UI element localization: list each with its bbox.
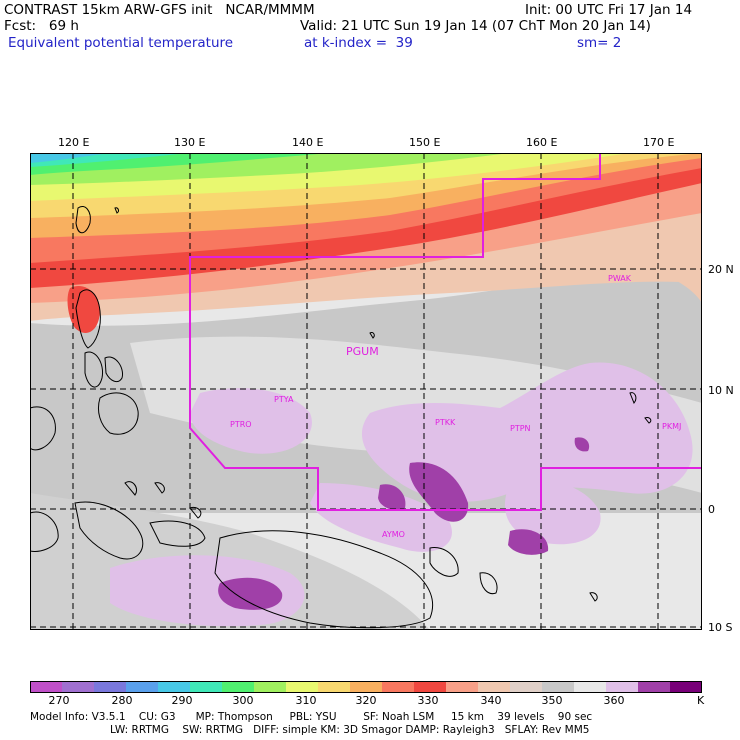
station-label: PGUM <box>346 345 379 358</box>
colorbar-tick-label: 330 <box>417 694 439 707</box>
colorbar-swatch <box>126 681 159 693</box>
colorbar-unit: K <box>697 694 705 707</box>
colorbar-swatch <box>670 681 702 693</box>
field-purple-central <box>361 362 693 502</box>
init-time: Init: 00 UTC Fri 17 Jan 14 <box>525 2 693 18</box>
field-purple-east <box>504 479 601 545</box>
colorbar-swatch <box>350 681 383 693</box>
lon-label-130: 130 E <box>174 136 206 149</box>
theta-e-map: PGUM PTYA PTRO PTKK PTPN PKMJ PWAK AYMO <box>30 153 702 630</box>
colorbar-tick-label: 310 <box>295 694 317 707</box>
colorbar-tick-label: 280 <box>111 694 133 707</box>
colorbar-frame <box>30 681 702 693</box>
station-label: AYMO <box>382 530 405 539</box>
colorbar-swatch <box>382 681 415 693</box>
station-label: PTKK <box>435 418 456 427</box>
colorbar-tick-label: 320 <box>355 694 377 707</box>
map-frame <box>30 153 702 630</box>
model-info-line2: LW: RRTMG SW: RRTMG DIFF: simple KM: 3D … <box>110 724 590 736</box>
lon-label-160: 160 E <box>526 136 558 149</box>
station-label: PTPN <box>510 424 531 433</box>
colorbar-swatch <box>414 681 447 693</box>
colorbar-swatch <box>190 681 223 693</box>
lat-label-20n: 20 N <box>708 263 734 276</box>
field-core-2 <box>378 484 406 510</box>
field-luzon-warm <box>67 285 100 333</box>
colorbar-tick-label: 300 <box>232 694 254 707</box>
colorbar-swatch <box>574 681 607 693</box>
field-core-4 <box>218 577 283 610</box>
level-index: at k-index = 39 <box>304 35 413 51</box>
colorbar-swatch <box>254 681 287 693</box>
field-purple-west <box>190 388 312 454</box>
station-label: PTYA <box>274 395 294 404</box>
forecast-hour: Fcst: 69 h <box>4 18 79 34</box>
lat-label-10s: 10 S <box>708 621 733 634</box>
lon-label-140: 140 E <box>292 136 324 149</box>
field-name: Equivalent potential temperature <box>8 35 234 51</box>
lat-label-10n: 10 N <box>708 384 734 397</box>
colorbar-swatch <box>606 681 639 693</box>
field-band-290 <box>30 153 110 163</box>
colorbar <box>30 681 702 693</box>
field-core-5 <box>574 437 590 452</box>
colorbar-swatch <box>222 681 255 693</box>
colorbar-swatch <box>94 681 127 693</box>
colorbar-tick-label: 360 <box>603 694 625 707</box>
smoothing-value: sm= 2 <box>577 35 622 51</box>
colorbar-swatch <box>542 681 575 693</box>
lon-label-170: 170 E <box>643 136 675 149</box>
coastlines <box>30 206 652 629</box>
station-label: PKMJ <box>662 422 681 431</box>
colorbar-tick-label: 340 <box>480 694 502 707</box>
colorbar-swatch <box>286 681 319 693</box>
model-info-line1: Model Info: V3.5.1 CU: G3 MP: Thompson P… <box>30 711 593 723</box>
field-purple-south <box>310 483 452 552</box>
station-label: PTRO <box>230 420 252 429</box>
colorbar-swatch <box>638 681 671 693</box>
colorbar-swatch <box>318 681 351 693</box>
field-band-340-ne <box>590 213 702 303</box>
colorbar-tick-label: 350 <box>541 694 563 707</box>
colorbar-tick-label: 270 <box>48 694 70 707</box>
model-title: CONTRAST 15km ARW-GFS init NCAR/MMMM <box>4 2 315 18</box>
colorbar-swatch <box>30 681 63 693</box>
lon-label-120: 120 E <box>58 136 90 149</box>
colorbar-swatch <box>446 681 479 693</box>
lat-label-0: 0 <box>708 503 715 516</box>
region-boundary <box>189 153 702 511</box>
station-label: PWAK <box>608 274 632 283</box>
colorbar-tick-label: 290 <box>171 694 193 707</box>
colorbar-swatch <box>158 681 191 693</box>
colorbar-swatch <box>510 681 543 693</box>
valid-time: Valid: 21 UTC Sun 19 Jan 14 (07 ChT Mon … <box>300 18 651 34</box>
colorbar-swatch <box>478 681 511 693</box>
field-core-3 <box>508 529 549 555</box>
lon-label-150: 150 E <box>409 136 441 149</box>
colorbar-swatch <box>62 681 95 693</box>
